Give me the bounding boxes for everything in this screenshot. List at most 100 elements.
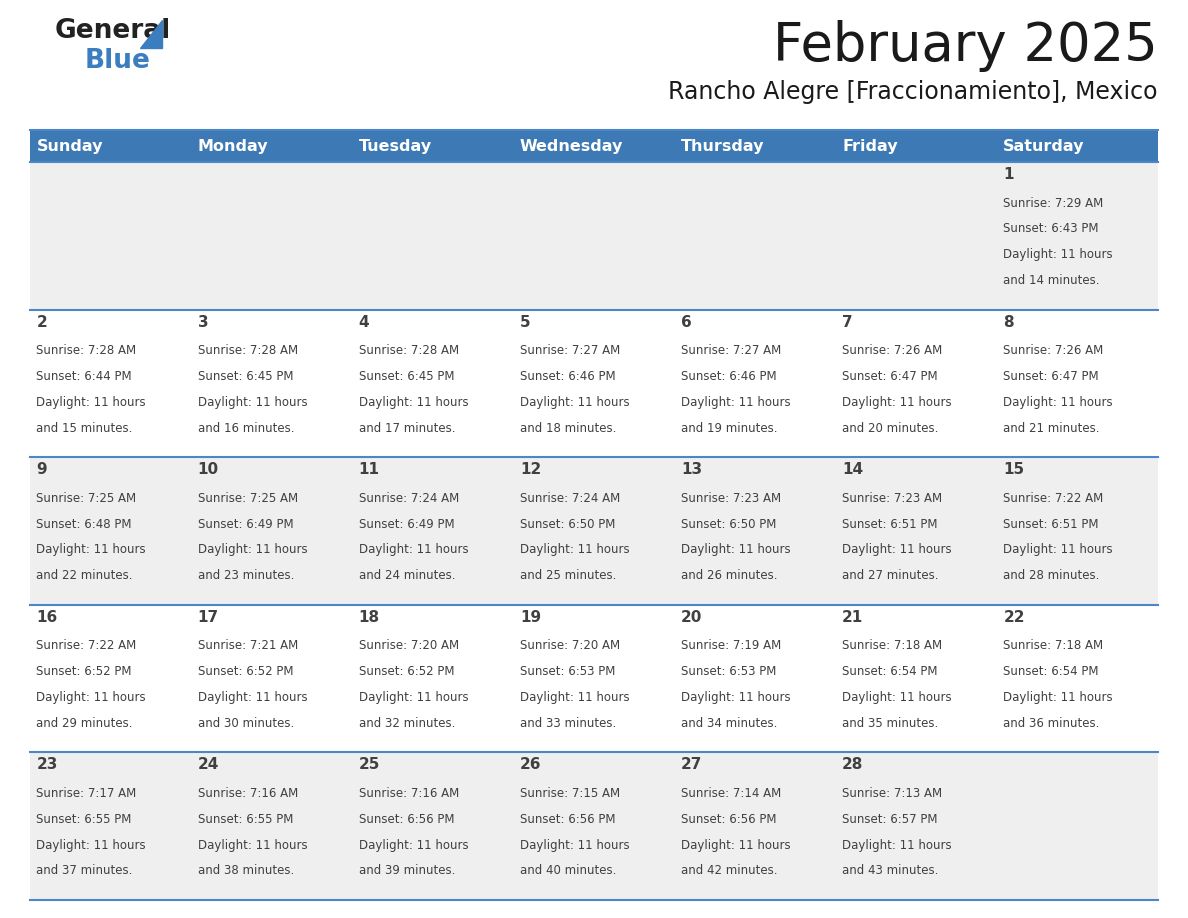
Text: Daylight: 11 hours: Daylight: 11 hours [359,838,468,852]
Text: Sunrise: 7:14 AM: Sunrise: 7:14 AM [681,787,782,800]
Text: 4: 4 [359,315,369,330]
Text: 17: 17 [197,610,219,625]
Bar [191,130,353,162]
Text: Daylight: 11 hours: Daylight: 11 hours [37,396,146,409]
Text: Sunrise: 7:29 AM: Sunrise: 7:29 AM [1004,196,1104,209]
Bar [997,130,1158,162]
Text: Daylight: 11 hours: Daylight: 11 hours [842,691,952,704]
Text: Sunrise: 7:21 AM: Sunrise: 7:21 AM [197,639,298,653]
Bar [30,753,1158,900]
Text: Sunrise: 7:24 AM: Sunrise: 7:24 AM [520,492,620,505]
Text: 10: 10 [197,462,219,477]
Text: Sunset: 6:45 PM: Sunset: 6:45 PM [197,370,293,383]
Text: 1: 1 [1004,167,1013,182]
Text: Sunset: 6:46 PM: Sunset: 6:46 PM [681,370,777,383]
Text: Daylight: 11 hours: Daylight: 11 hours [681,396,791,409]
Text: Sunset: 6:49 PM: Sunset: 6:49 PM [197,518,293,531]
Text: Daylight: 11 hours: Daylight: 11 hours [37,691,146,704]
Text: Daylight: 11 hours: Daylight: 11 hours [359,543,468,556]
Text: Daylight: 11 hours: Daylight: 11 hours [197,838,308,852]
Text: Sunrise: 7:17 AM: Sunrise: 7:17 AM [37,787,137,800]
Text: and 29 minutes.: and 29 minutes. [37,717,133,730]
Text: Sunset: 6:44 PM: Sunset: 6:44 PM [37,370,132,383]
Text: Sunset: 6:56 PM: Sunset: 6:56 PM [359,812,454,826]
Text: Sunset: 6:46 PM: Sunset: 6:46 PM [520,370,615,383]
Text: Sunset: 6:50 PM: Sunset: 6:50 PM [520,518,615,531]
Text: and 43 minutes.: and 43 minutes. [842,865,939,878]
Text: Sunset: 6:55 PM: Sunset: 6:55 PM [197,812,293,826]
Text: Daylight: 11 hours: Daylight: 11 hours [681,838,791,852]
Text: Daylight: 11 hours: Daylight: 11 hours [37,543,146,556]
Bar [30,605,1158,753]
Text: Wednesday: Wednesday [520,139,624,153]
Text: and 26 minutes.: and 26 minutes. [681,569,777,582]
Text: and 18 minutes.: and 18 minutes. [520,421,617,434]
Text: Sunset: 6:51 PM: Sunset: 6:51 PM [842,518,937,531]
Text: Sunset: 6:57 PM: Sunset: 6:57 PM [842,812,937,826]
Text: Daylight: 11 hours: Daylight: 11 hours [520,396,630,409]
Text: and 32 minutes.: and 32 minutes. [359,717,455,730]
Text: and 22 minutes.: and 22 minutes. [37,569,133,582]
Bar [353,130,513,162]
Text: Sunrise: 7:15 AM: Sunrise: 7:15 AM [520,787,620,800]
Text: 28: 28 [842,757,864,772]
Text: Sunrise: 7:25 AM: Sunrise: 7:25 AM [197,492,298,505]
Text: Daylight: 11 hours: Daylight: 11 hours [37,838,146,852]
Text: and 38 minutes.: and 38 minutes. [197,865,293,878]
Text: Sunrise: 7:18 AM: Sunrise: 7:18 AM [1004,639,1104,653]
Text: 24: 24 [197,757,219,772]
Text: 13: 13 [681,462,702,477]
Text: Daylight: 11 hours: Daylight: 11 hours [520,691,630,704]
Text: 20: 20 [681,610,702,625]
Polygon shape [140,20,162,48]
Text: 15: 15 [1004,462,1024,477]
Text: and 16 minutes.: and 16 minutes. [197,421,295,434]
Text: Sunset: 6:54 PM: Sunset: 6:54 PM [842,666,937,678]
Text: Sunset: 6:47 PM: Sunset: 6:47 PM [842,370,937,383]
Text: and 40 minutes.: and 40 minutes. [520,865,617,878]
Text: Sunrise: 7:23 AM: Sunrise: 7:23 AM [842,492,942,505]
Text: Daylight: 11 hours: Daylight: 11 hours [681,543,791,556]
Bar [30,309,1158,457]
Text: Sunset: 6:43 PM: Sunset: 6:43 PM [1004,222,1099,235]
Text: Sunrise: 7:13 AM: Sunrise: 7:13 AM [842,787,942,800]
Text: Sunrise: 7:22 AM: Sunrise: 7:22 AM [1004,492,1104,505]
Text: and 14 minutes.: and 14 minutes. [1004,274,1100,287]
Text: 22: 22 [1004,610,1025,625]
Text: 27: 27 [681,757,702,772]
Text: Sunset: 6:51 PM: Sunset: 6:51 PM [1004,518,1099,531]
Text: Daylight: 11 hours: Daylight: 11 hours [359,691,468,704]
Text: Daylight: 11 hours: Daylight: 11 hours [197,543,308,556]
Text: Daylight: 11 hours: Daylight: 11 hours [520,838,630,852]
Text: and 35 minutes.: and 35 minutes. [842,717,939,730]
Text: and 39 minutes.: and 39 minutes. [359,865,455,878]
Text: 9: 9 [37,462,48,477]
Text: 26: 26 [520,757,542,772]
Text: 14: 14 [842,462,864,477]
Text: 11: 11 [359,462,380,477]
Text: Daylight: 11 hours: Daylight: 11 hours [197,396,308,409]
Text: Sunrise: 7:28 AM: Sunrise: 7:28 AM [37,344,137,357]
Text: Blue: Blue [86,48,151,74]
Text: and 37 minutes.: and 37 minutes. [37,865,133,878]
Text: Sunset: 6:53 PM: Sunset: 6:53 PM [681,666,777,678]
Text: Sunrise: 7:23 AM: Sunrise: 7:23 AM [681,492,782,505]
Text: 3: 3 [197,315,208,330]
Text: and 24 minutes.: and 24 minutes. [359,569,455,582]
Text: Sunrise: 7:22 AM: Sunrise: 7:22 AM [37,639,137,653]
Text: Sunrise: 7:28 AM: Sunrise: 7:28 AM [359,344,459,357]
Text: Sunrise: 7:18 AM: Sunrise: 7:18 AM [842,639,942,653]
Text: Tuesday: Tuesday [359,139,432,153]
Text: General: General [55,18,171,44]
Text: Daylight: 11 hours: Daylight: 11 hours [842,838,952,852]
Bar [30,457,1158,605]
Text: Daylight: 11 hours: Daylight: 11 hours [197,691,308,704]
Text: Sunday: Sunday [37,139,103,153]
Text: and 19 minutes.: and 19 minutes. [681,421,777,434]
Text: Sunrise: 7:19 AM: Sunrise: 7:19 AM [681,639,782,653]
Text: Sunrise: 7:26 AM: Sunrise: 7:26 AM [842,344,942,357]
Text: Sunrise: 7:25 AM: Sunrise: 7:25 AM [37,492,137,505]
Text: Sunset: 6:50 PM: Sunset: 6:50 PM [681,518,777,531]
Bar [675,130,835,162]
Text: Sunrise: 7:20 AM: Sunrise: 7:20 AM [359,639,459,653]
